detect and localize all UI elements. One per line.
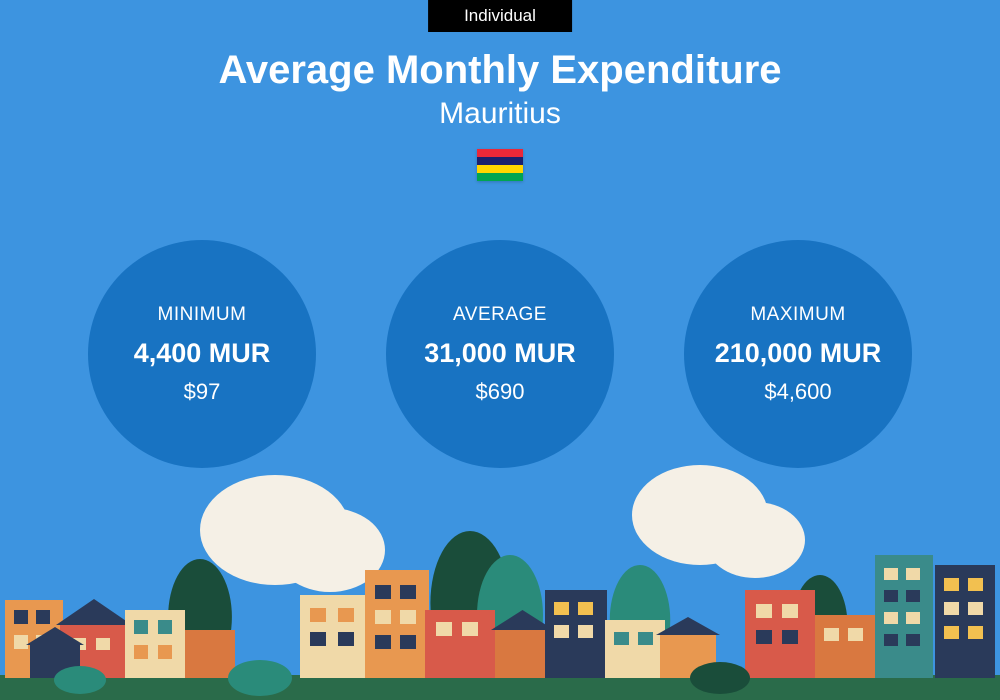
stat-circle-average: AVERAGE 31,000 MUR $690 xyxy=(386,240,614,468)
stat-value: 4,400 MUR xyxy=(134,338,271,369)
stats-row: MINIMUM 4,400 MUR $97 AVERAGE 31,000 MUR… xyxy=(0,240,1000,468)
stat-circle-minimum: MINIMUM 4,400 MUR $97 xyxy=(88,240,316,468)
stat-value: 210,000 MUR xyxy=(715,338,882,369)
page-title: Average Monthly Expenditure xyxy=(0,48,1000,93)
stat-label: AVERAGE xyxy=(453,304,547,326)
flag-icon xyxy=(477,149,523,181)
badge-label: Individual xyxy=(464,6,536,25)
stat-label: MAXIMUM xyxy=(750,304,845,326)
stat-usd: $4,600 xyxy=(764,379,831,405)
country-subtitle: Mauritius xyxy=(0,97,1000,131)
stat-value: 31,000 MUR xyxy=(424,338,576,369)
city-illustration xyxy=(0,460,1000,700)
stat-label: MINIMUM xyxy=(158,304,247,326)
flag-stripe-1 xyxy=(477,157,523,165)
header: Average Monthly Expenditure Mauritius xyxy=(0,48,1000,186)
flag-stripe-3 xyxy=(477,173,523,181)
stat-usd: $97 xyxy=(184,379,221,405)
stat-circle-maximum: MAXIMUM 210,000 MUR $4,600 xyxy=(684,240,912,468)
flag-stripe-2 xyxy=(477,165,523,173)
stat-usd: $690 xyxy=(476,379,525,405)
category-badge: Individual xyxy=(428,0,572,32)
flag-stripe-0 xyxy=(477,149,523,157)
